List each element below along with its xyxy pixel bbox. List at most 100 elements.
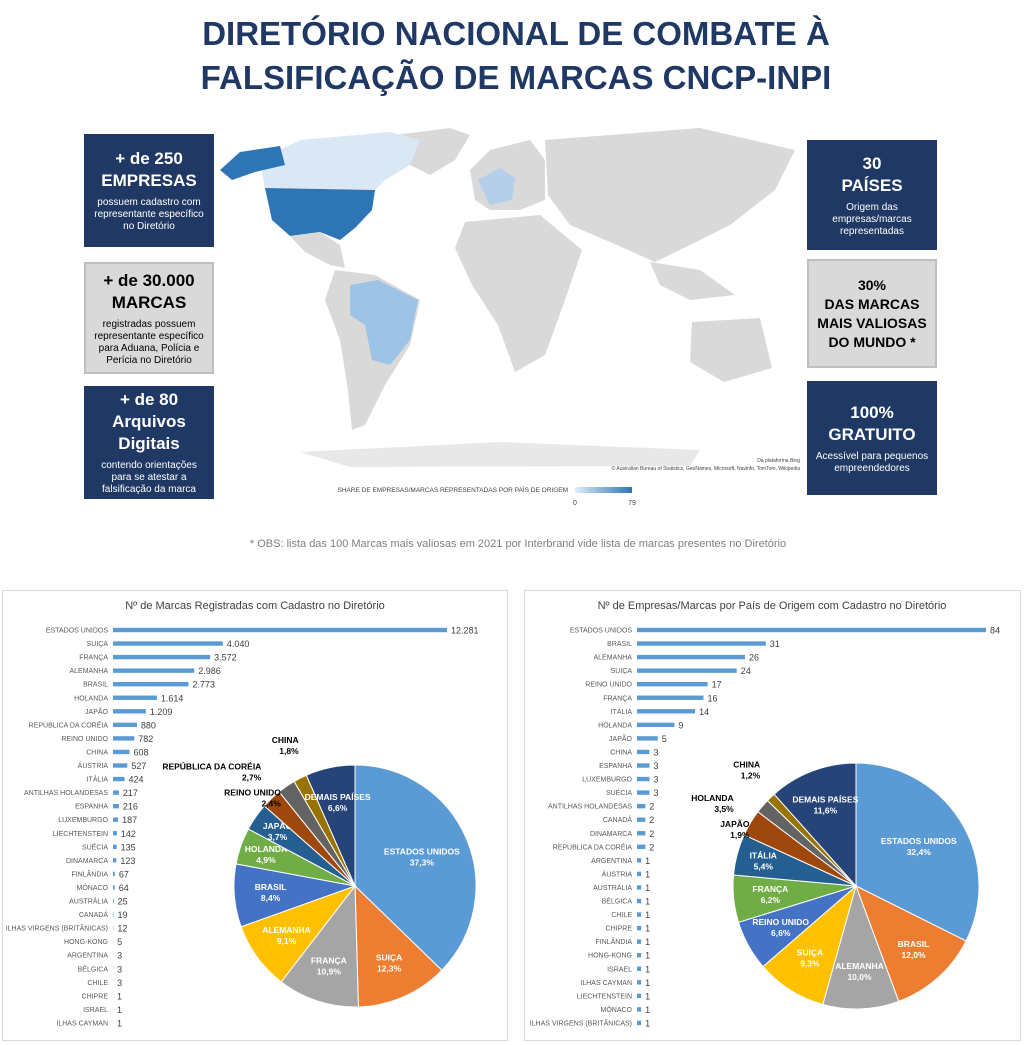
pie-value-label: 6,6% [328,803,348,813]
pie-value-label: 11,6% [814,806,838,816]
bar [113,777,125,781]
bar [113,763,127,767]
pie-value-label: 1,8% [279,746,299,756]
category-label: ESTADOS UNIDOS [570,628,632,635]
category-label: BRASIL [83,682,108,689]
highlight-box: 30% DAS MARCAS MAIS VALIOSAS DO MUNDO * [807,259,937,368]
value-label: 17 [712,680,722,690]
pie-value-label: 8,4% [261,893,281,903]
pie-value-label: 6,6% [771,928,791,938]
bar [637,628,986,632]
category-label: MÔNACO [601,1005,633,1014]
value-label: 2.986 [198,666,221,676]
note: * OBS: lista das 100 Marcas mais valiosa… [250,538,786,550]
bar [637,641,766,645]
bar [637,655,745,659]
category-label: ARGENTINA [67,953,108,960]
category-label: ITÁLIA [611,707,633,716]
bar [637,885,641,889]
bar [637,804,645,808]
box-text: Acessível para pequenos empreendedores [813,451,931,475]
category-label: ILHAS VIRGENS (BRITÂNICAS) [530,1018,632,1027]
category-label: REPÚBLICA DA CORÉIA [29,720,109,729]
value-label: 1 [645,883,650,893]
bar [637,1021,641,1025]
africa [455,215,582,372]
category-label: CHIPRE [82,993,109,1000]
category-label: ALEMANHA [69,668,108,675]
pie-label: HOLANDA [691,793,734,803]
headline: MARCAS [92,292,206,314]
box-text: registradas possuem representante especí… [92,319,206,367]
value-label: 1 [117,991,122,1001]
category-label: ARGENTINA [591,858,632,865]
value-label: 25 [118,897,128,907]
bar [113,899,114,903]
category-label: CHIPRE [606,926,633,933]
asia [545,128,795,262]
pie-value-label: 12,0% [901,950,926,960]
bar [637,899,641,903]
category-label: BÉLGICA [602,897,633,906]
category-label: FRANÇA [603,695,632,702]
value-label: 142 [121,829,136,839]
category-label: CANADÁ [79,910,109,919]
value-label: 19 [118,910,128,920]
pie-value-label: 2,4% [261,798,281,808]
value-label: 12 [117,924,127,934]
category-label: ILHAS VIRGENS (BRITÂNICAS) [6,924,108,933]
category-label: ISRAEL [607,966,632,973]
category-label: HONG-KONG [64,939,108,946]
value-label: 1 [645,951,650,961]
value-label: 3 [653,747,658,757]
bar [637,912,641,916]
value-label: 2 [649,802,654,812]
value-label: 1 [645,991,650,1001]
bar [637,967,641,971]
category-label: REPÚBLICA DA CORÉIA [553,842,633,851]
bar [637,1007,641,1011]
category-label: SUÉCIA [606,788,632,797]
value-label: 1 [117,1005,122,1015]
value-label: 2.773 [192,680,215,690]
value-label: 1.209 [150,707,173,717]
category-label: REINO UNIDO [585,682,632,689]
pie-label: SUIÇA [797,948,823,958]
value-label: 187 [122,815,137,825]
bar [637,845,645,849]
value-label: 1 [645,897,650,907]
value-label: 1 [117,1018,122,1028]
category-label: SUIÇA [611,668,633,675]
pie-value-label: 10,0% [847,972,872,982]
canada [260,132,420,190]
pie-label: CHINA [272,735,299,745]
value-label: 608 [134,747,149,757]
value-label: 31 [770,639,780,649]
pie-label: REINO UNIDO [752,917,809,927]
pie-value-label: 37,3% [410,858,435,868]
category-label: FINLÂNDIA [595,937,632,946]
category-label: LUXEMBURGO [582,777,632,784]
value-label: 1 [645,856,650,866]
pie-label: FRANÇA [752,884,788,894]
bar [637,736,658,740]
category-label: SUIÇA [87,641,109,648]
pie-label: DEMAIS PAÍSES [305,792,371,802]
headline: + de 80 [90,389,208,411]
southeast-asia [650,262,735,300]
pie-value-label: 1,2% [741,771,761,781]
category-label: JAPÃO [609,734,633,743]
value-label: 3 [117,964,122,974]
bar [637,668,737,672]
australia [690,318,772,382]
pie-value-label: 9,3% [800,959,820,969]
value-label: 16 [707,693,717,703]
headline: + de 250 [90,148,208,170]
bar [113,804,119,808]
pie-label: ALEMANHA [835,961,884,971]
pie-value-label: 6,2% [761,895,781,905]
category-label: REINO UNIDO [61,736,108,743]
value-label: 64 [119,883,129,893]
value-label: 3 [117,978,122,988]
bar [113,872,115,876]
